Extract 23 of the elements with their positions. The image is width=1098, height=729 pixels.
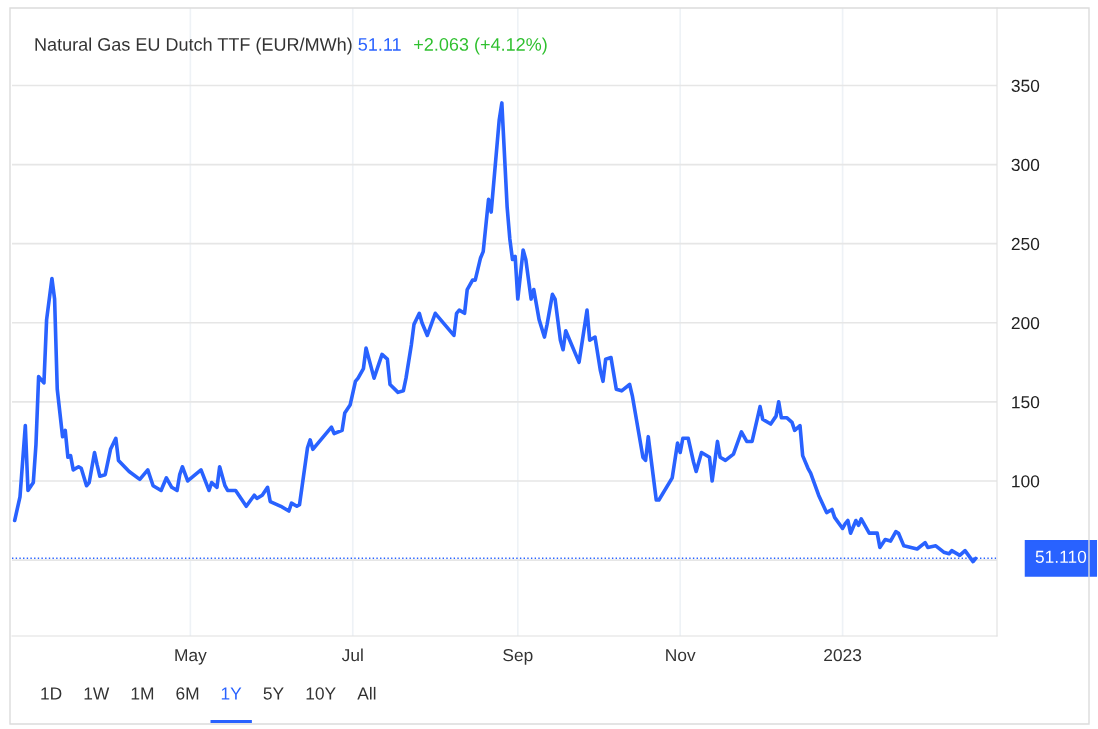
y-tick-label: 100 [1012, 475, 1040, 488]
x-tick-label: Jul [341, 648, 363, 662]
text: All [357, 686, 376, 700]
x-tick-label: 2023 [824, 648, 862, 662]
text: 1W [84, 687, 110, 700]
text: 1Y [221, 687, 242, 700]
x-tick-label: Nov [666, 649, 696, 662]
y-tick-label: 350 [1011, 79, 1040, 92]
text: 1M [131, 687, 154, 700]
ref-line-label: 51.110 [1035, 550, 1087, 563]
x-tick-label: Sep [503, 648, 533, 665]
y-tick-label: 200 [1011, 316, 1040, 330]
annotation: 51.11 [358, 38, 401, 51]
y-tick-label: 150 [1012, 396, 1040, 409]
annotation: +2.063 (+4.12%) [414, 37, 547, 55]
text: Natural Gas EU Dutch TTF (EUR/MWh) [35, 37, 352, 55]
text: 6M [176, 687, 199, 700]
y-tick-label: 250 [1011, 237, 1040, 251]
text: 10Y [306, 687, 336, 700]
text: 1D [41, 687, 62, 700]
text: 5Y [263, 687, 284, 700]
y-tick-label: 300 [1011, 158, 1040, 172]
x-tick-label: May [175, 649, 207, 665]
